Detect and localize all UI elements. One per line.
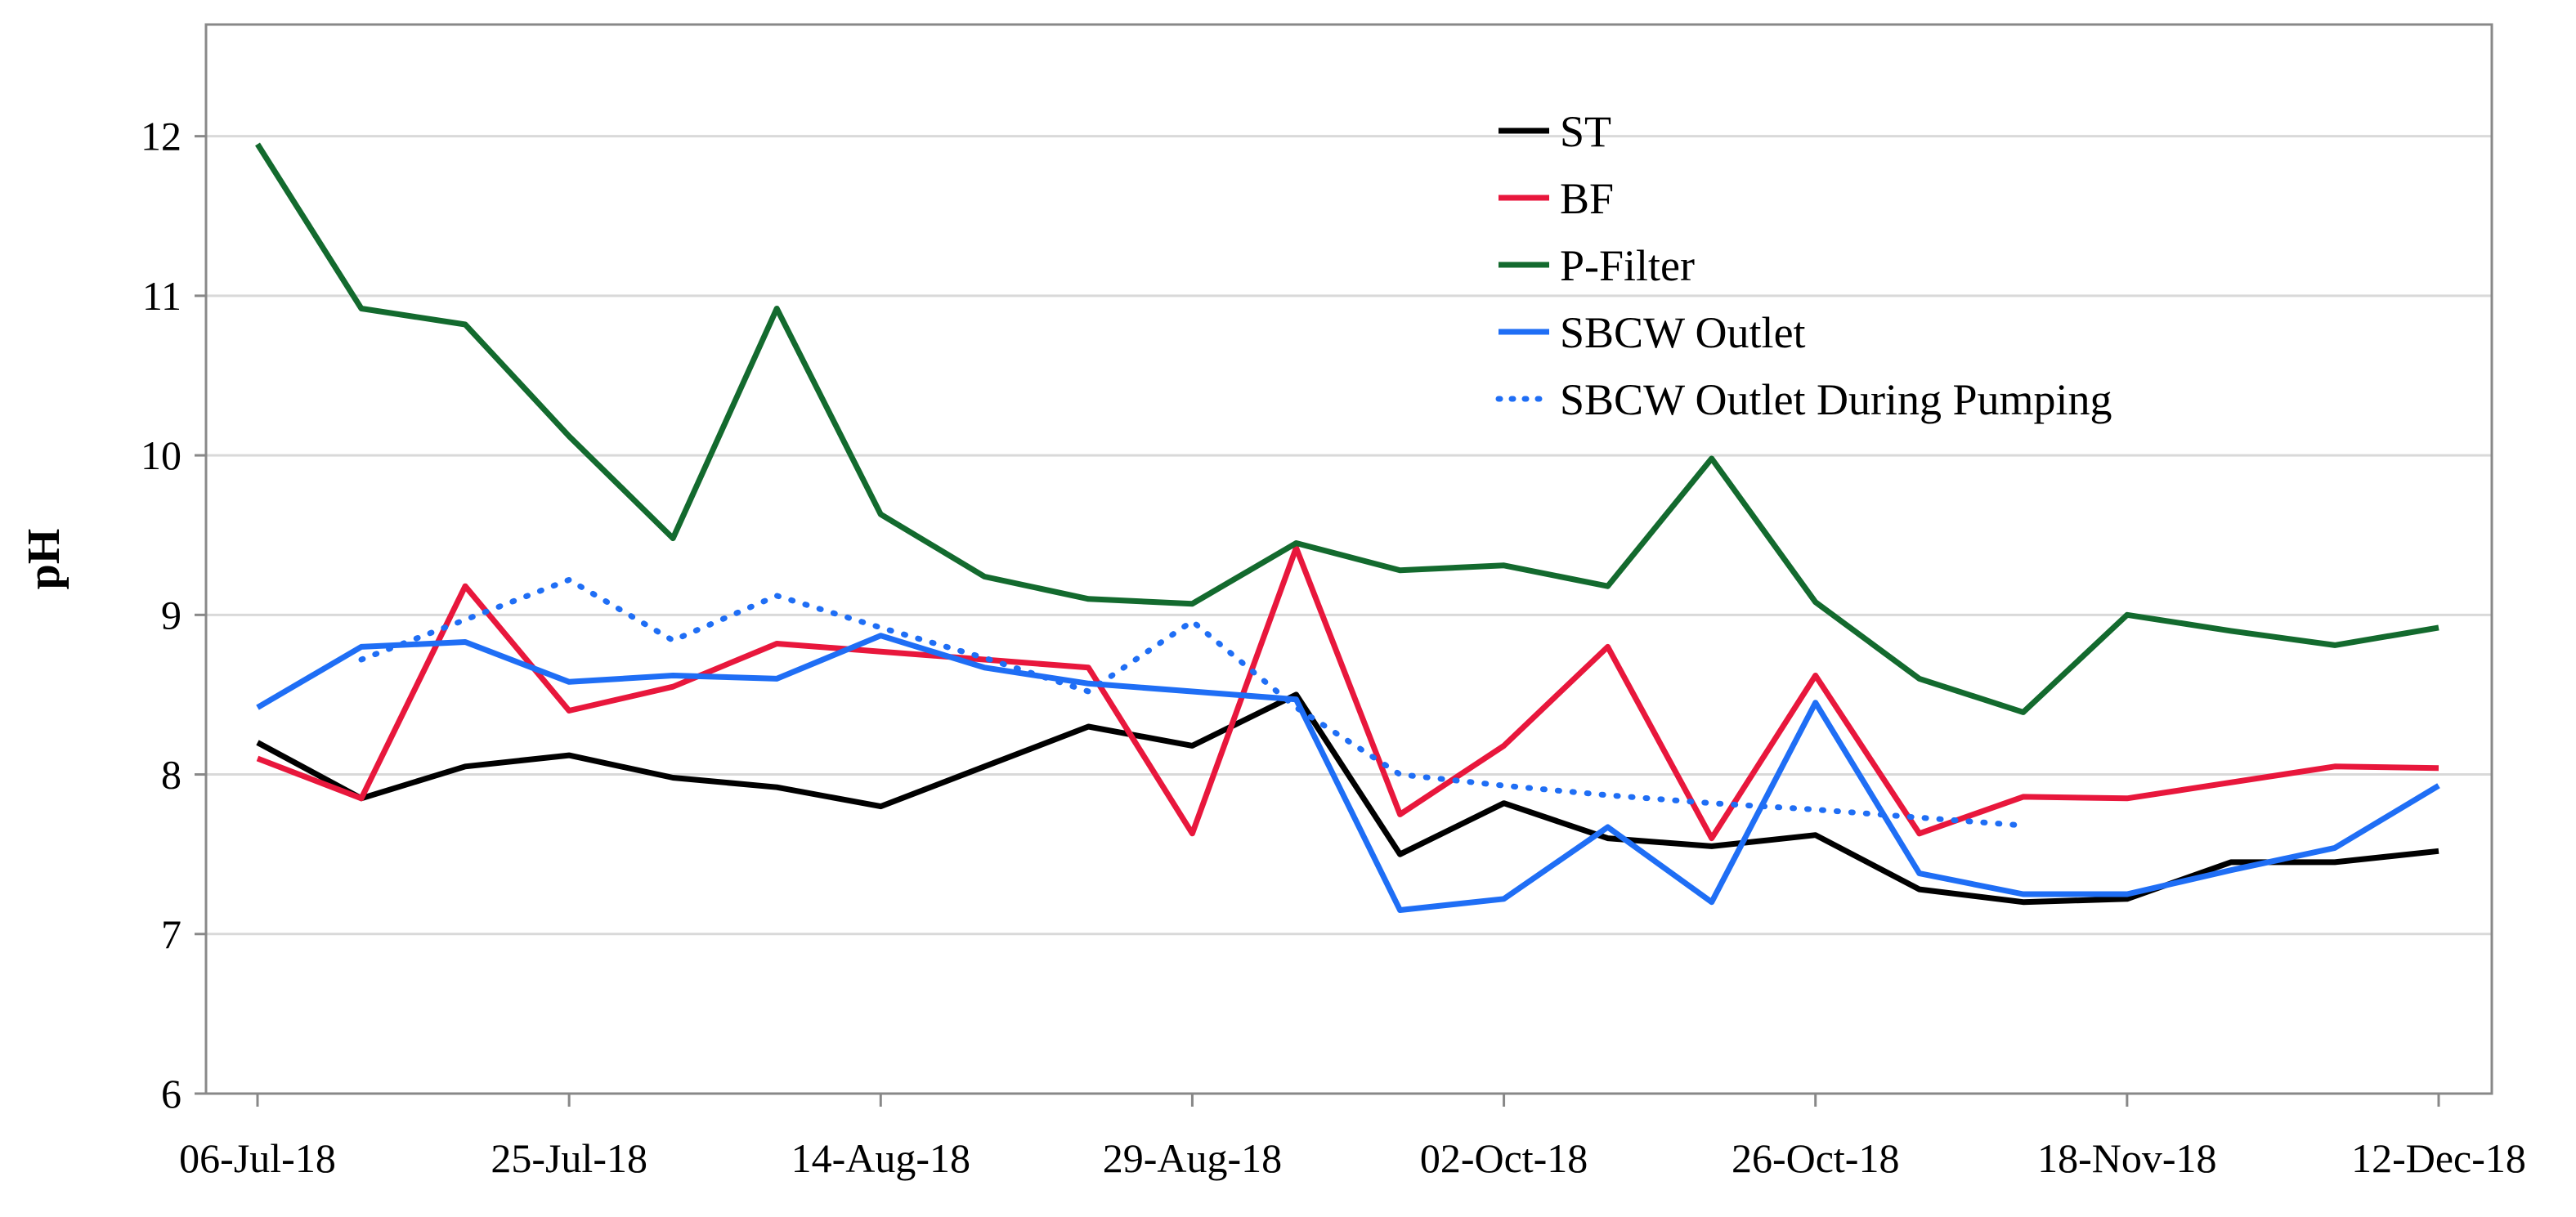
- series-line-sbcw-outlet: [256, 633, 2440, 913]
- y-tick-label: 6: [161, 1071, 181, 1116]
- series-lines: [255, 142, 2440, 913]
- x-tick-label: 12-Dec-18: [2351, 1135, 2526, 1181]
- x-axis-ticks: 06-Jul-18 25-Jul-18 14-Aug-18 29-Aug-18 02-O…: [179, 1094, 2526, 1181]
- y-axis-ticks: 6 7 8 9 10 11 12: [141, 114, 206, 1116]
- x-tick-label: 26-Oct-18: [1732, 1135, 1900, 1181]
- x-tick-label: 18-Nov-18: [2037, 1135, 2216, 1181]
- x-tick-label: 06-Jul-18: [179, 1135, 336, 1181]
- y-tick-label: 7: [161, 911, 181, 957]
- series-line-p-filter: [255, 142, 2439, 715]
- legend-label: P-Filter: [1560, 241, 1695, 290]
- y-tick-label: 9: [161, 592, 181, 638]
- y-axis-title: pH: [19, 529, 69, 590]
- legend-label: BF: [1560, 174, 1614, 223]
- series-line-st: [256, 691, 2439, 906]
- plot-frame: [204, 23, 2493, 1095]
- legend-label: SBCW Outlet: [1560, 308, 1806, 357]
- legend-label: SBCW Outlet During Pumping: [1560, 375, 2112, 424]
- y-tick-label: 10: [141, 432, 181, 478]
- x-tick-label: 02-Oct-18: [1420, 1135, 1588, 1181]
- legend: ST BF P-Filter SBCW Outlet SBCW Outlet Durin…: [1495, 107, 2112, 424]
- y-tick-label: 8: [161, 752, 181, 798]
- series-line-sbcw-outlet-during-pumping: [358, 576, 2027, 829]
- series-line-bf: [256, 544, 2439, 842]
- y-tick-label: 12: [141, 114, 181, 159]
- legend-label: ST: [1560, 107, 1611, 156]
- x-tick-label: 14-Aug-18: [791, 1135, 970, 1181]
- x-tick-label: 29-Aug-18: [1103, 1135, 1282, 1181]
- x-tick-label: 25-Jul-18: [491, 1135, 647, 1181]
- y-tick-label: 11: [142, 273, 181, 319]
